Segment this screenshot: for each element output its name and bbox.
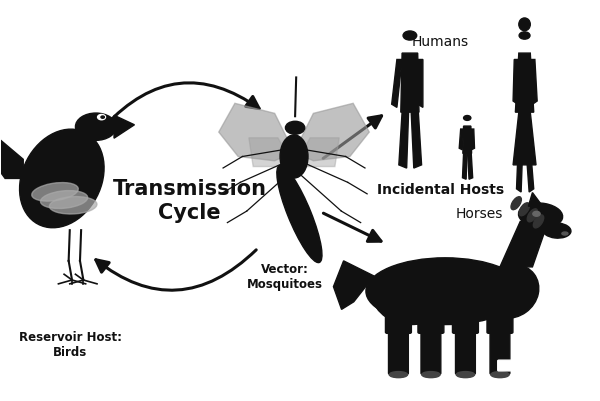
Polygon shape — [459, 130, 464, 150]
Text: Horses: Horses — [455, 207, 503, 221]
FancyBboxPatch shape — [418, 298, 444, 334]
Text: Transmission
Cycle: Transmission Cycle — [113, 178, 266, 223]
Ellipse shape — [277, 166, 322, 263]
FancyBboxPatch shape — [487, 298, 513, 334]
Polygon shape — [399, 113, 409, 169]
Ellipse shape — [511, 197, 521, 210]
Circle shape — [403, 32, 417, 41]
Ellipse shape — [41, 191, 88, 209]
Text: Reservoir Host:
Birds: Reservoir Host: Birds — [19, 330, 122, 358]
Polygon shape — [530, 60, 537, 105]
Polygon shape — [294, 138, 339, 167]
Ellipse shape — [49, 197, 97, 215]
Circle shape — [286, 122, 305, 135]
FancyBboxPatch shape — [498, 360, 514, 371]
Ellipse shape — [280, 136, 308, 178]
FancyBboxPatch shape — [455, 331, 475, 375]
FancyBboxPatch shape — [389, 331, 409, 375]
Ellipse shape — [389, 372, 407, 378]
Polygon shape — [401, 54, 419, 113]
Polygon shape — [467, 154, 473, 180]
Polygon shape — [294, 104, 369, 161]
Polygon shape — [527, 161, 534, 192]
Polygon shape — [219, 104, 294, 161]
Polygon shape — [334, 261, 374, 310]
Ellipse shape — [533, 215, 544, 228]
Polygon shape — [513, 60, 519, 105]
Ellipse shape — [542, 223, 571, 239]
Polygon shape — [392, 60, 402, 108]
Polygon shape — [500, 222, 547, 267]
Polygon shape — [463, 127, 472, 154]
FancyBboxPatch shape — [452, 298, 478, 334]
Polygon shape — [249, 138, 294, 167]
FancyBboxPatch shape — [385, 298, 412, 334]
Text: Humans: Humans — [412, 35, 469, 49]
Circle shape — [533, 212, 540, 217]
Ellipse shape — [519, 19, 530, 32]
Polygon shape — [418, 60, 423, 108]
Circle shape — [464, 116, 471, 121]
Ellipse shape — [20, 130, 104, 228]
Polygon shape — [471, 130, 475, 150]
Ellipse shape — [32, 183, 78, 202]
Ellipse shape — [422, 372, 440, 378]
Circle shape — [101, 117, 104, 119]
Text: Vector:
Mosquitoes: Vector: Mosquitoes — [247, 262, 323, 290]
Ellipse shape — [491, 372, 509, 378]
Polygon shape — [513, 113, 536, 166]
Polygon shape — [515, 54, 534, 113]
Circle shape — [519, 33, 530, 40]
Ellipse shape — [562, 233, 568, 235]
Ellipse shape — [527, 209, 538, 222]
Polygon shape — [529, 193, 542, 207]
Text: Incidental Hosts: Incidental Hosts — [377, 182, 504, 196]
Circle shape — [98, 115, 106, 120]
Ellipse shape — [481, 264, 539, 318]
FancyBboxPatch shape — [421, 331, 441, 375]
Polygon shape — [411, 113, 422, 169]
Polygon shape — [463, 154, 467, 180]
Ellipse shape — [372, 264, 449, 325]
Polygon shape — [517, 161, 522, 192]
Polygon shape — [114, 116, 134, 139]
Ellipse shape — [366, 258, 524, 325]
Circle shape — [76, 114, 116, 141]
FancyBboxPatch shape — [490, 331, 510, 375]
Polygon shape — [0, 135, 23, 179]
Ellipse shape — [519, 203, 529, 216]
Ellipse shape — [518, 203, 563, 228]
Ellipse shape — [456, 372, 475, 378]
